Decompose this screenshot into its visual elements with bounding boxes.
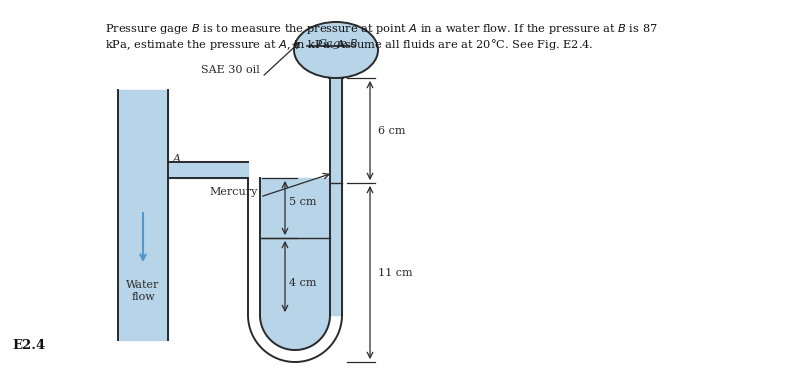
Text: 6 cm: 6 cm (378, 125, 406, 135)
Text: 11 cm: 11 cm (378, 268, 413, 278)
Text: flow: flow (131, 292, 155, 302)
Text: Pressure gage $B$ is to measure the pressure at point $A$ in a water flow. If th: Pressure gage $B$ is to measure the pres… (105, 22, 657, 36)
Text: Mercury: Mercury (210, 187, 258, 197)
Text: kPa, estimate the pressure at $A$, in kPa. Assume all fluids are at 20°C. See Fi: kPa, estimate the pressure at $A$, in kP… (105, 37, 594, 52)
Text: E2.4: E2.4 (12, 339, 45, 352)
Ellipse shape (294, 22, 378, 78)
Text: 5 cm: 5 cm (289, 197, 317, 207)
Text: A: A (173, 154, 181, 164)
Text: 4 cm: 4 cm (289, 278, 317, 287)
Text: SAE 30 oil: SAE 30 oil (201, 65, 260, 75)
Text: Gage $B$: Gage $B$ (317, 37, 359, 51)
Polygon shape (260, 315, 330, 350)
Text: Water: Water (126, 280, 160, 290)
